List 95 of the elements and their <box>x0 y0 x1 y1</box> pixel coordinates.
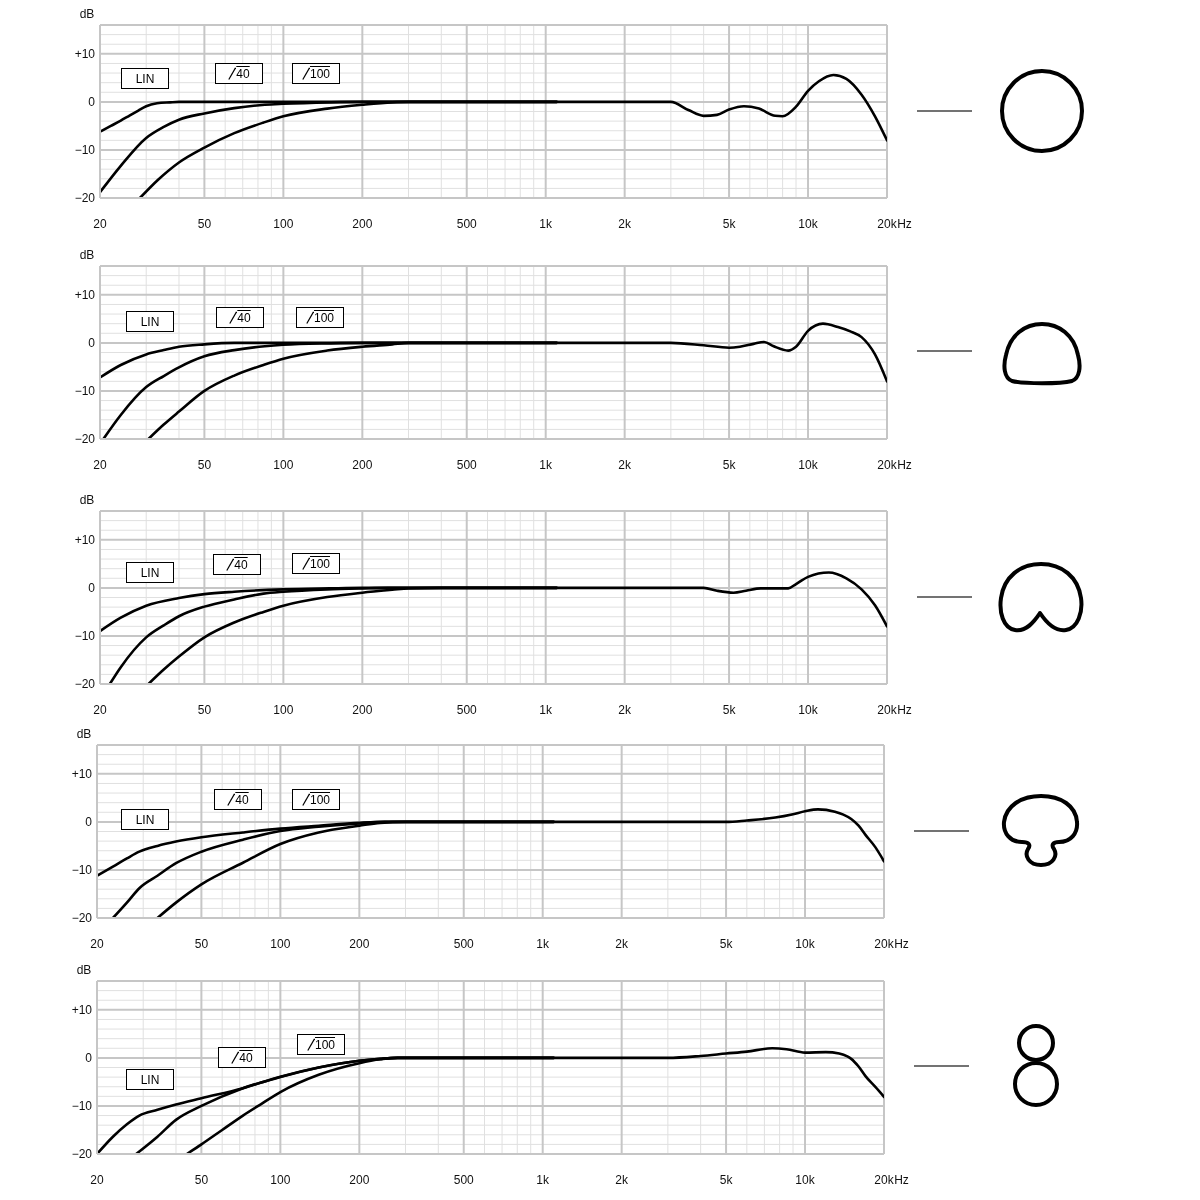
y-tick-label: −20 <box>71 1147 93 1162</box>
x-tick-label: 50 <box>197 457 212 472</box>
y-axis-title: dB <box>76 963 92 977</box>
y-axis-title: dB <box>79 493 95 507</box>
x-tick-label: 20 <box>93 457 107 472</box>
legend-label: 100 <box>309 556 331 571</box>
x-tick-label: 1k <box>539 216 554 231</box>
y-tick-label: 0 <box>88 336 96 351</box>
legend-label: 40 <box>235 792 249 807</box>
x-tick-label: 200 <box>352 702 373 717</box>
y-tick-label: −10 <box>74 629 96 644</box>
x-tick-label: 50 <box>194 936 209 951</box>
x-tick-label: 1k <box>539 457 554 472</box>
y-tick-label: +10 <box>74 533 96 548</box>
y-tick-label: +10 <box>74 47 96 62</box>
series-label: LIN <box>135 812 155 827</box>
y-tick-label: −20 <box>71 911 93 926</box>
y-tick-label: 0 <box>88 581 96 596</box>
x-tick-label: 20 <box>90 936 104 951</box>
series-label: LIN <box>140 314 160 329</box>
x-axis-title: Hz <box>897 216 912 231</box>
y-tick-label: 0 <box>85 815 93 830</box>
y-tick-label: −20 <box>74 191 96 206</box>
x-tick-label: 50 <box>194 1172 209 1187</box>
y-tick-label: −10 <box>74 143 96 158</box>
x-tick-label: 20 <box>93 702 107 717</box>
legend-label: 100 <box>314 1037 336 1052</box>
x-tick-label: 10k <box>795 936 816 951</box>
x-tick-label: 5k <box>722 457 737 472</box>
x-axis-title: Hz <box>897 457 912 472</box>
x-tick-label: 5k <box>719 936 734 951</box>
x-tick-label: 500 <box>453 1172 475 1187</box>
x-tick-label: 10k <box>798 216 819 231</box>
x-tick-label: 100 <box>273 216 294 231</box>
x-tick-label: 10k <box>798 457 819 472</box>
legend-label: 40 <box>234 557 248 572</box>
x-tick-label: 100 <box>270 1172 291 1187</box>
x-tick-label: 20k <box>877 457 898 472</box>
y-tick-label: 0 <box>85 1051 93 1066</box>
x-tick-label: 50 <box>197 702 212 717</box>
legend-label: 40 <box>237 310 251 325</box>
x-tick-label: 500 <box>456 457 478 472</box>
legend-label: 100 <box>309 792 331 807</box>
x-tick-label: 500 <box>456 702 478 717</box>
y-tick-label: −10 <box>74 384 96 399</box>
y-axis-title: dB <box>79 7 95 21</box>
series-label: LIN <box>140 565 160 580</box>
x-tick-label: 200 <box>349 936 370 951</box>
series-label: LIN <box>135 71 155 86</box>
y-tick-label: +10 <box>71 767 93 782</box>
x-tick-label: 200 <box>352 457 373 472</box>
x-tick-label: 20k <box>877 216 898 231</box>
x-tick-label: 20k <box>874 936 895 951</box>
y-tick-label: +10 <box>74 288 96 303</box>
x-tick-label: 10k <box>795 1172 816 1187</box>
y-tick-label: −20 <box>74 677 96 692</box>
y-tick-label: −10 <box>71 863 93 878</box>
x-tick-label: 100 <box>273 457 294 472</box>
x-tick-label: 500 <box>453 936 475 951</box>
x-tick-label: 1k <box>536 936 551 951</box>
x-axis-title: Hz <box>894 1172 909 1187</box>
x-tick-label: 2k <box>615 1172 629 1187</box>
x-tick-label: 20 <box>90 1172 104 1187</box>
y-tick-label: +10 <box>71 1003 93 1018</box>
y-axis-title: dB <box>76 727 92 741</box>
y-tick-label: 0 <box>88 95 96 110</box>
x-tick-label: 2k <box>618 216 632 231</box>
x-axis-title: Hz <box>894 936 909 951</box>
x-tick-label: 100 <box>273 702 294 717</box>
x-tick-label: 100 <box>270 936 291 951</box>
x-tick-label: 200 <box>352 216 373 231</box>
legend-label: 100 <box>309 66 331 81</box>
x-tick-label: 1k <box>539 702 554 717</box>
x-tick-label: 500 <box>456 216 478 231</box>
legend-label: 40 <box>239 1050 253 1065</box>
x-tick-label: 1k <box>536 1172 551 1187</box>
x-tick-label: 5k <box>722 216 737 231</box>
y-tick-label: −20 <box>74 432 96 447</box>
x-tick-label: 2k <box>618 702 632 717</box>
x-tick-label: 2k <box>618 457 632 472</box>
x-tick-label: 10k <box>798 702 819 717</box>
x-tick-label: 5k <box>722 702 737 717</box>
y-axis-title: dB <box>79 248 95 262</box>
legend-label: 100 <box>313 310 335 325</box>
x-tick-label: 50 <box>197 216 212 231</box>
legend-label: 40 <box>236 66 250 81</box>
x-tick-label: 20k <box>874 1172 895 1187</box>
x-axis-title: Hz <box>897 702 912 717</box>
y-tick-label: −10 <box>71 1099 93 1114</box>
x-tick-label: 20k <box>877 702 898 717</box>
x-tick-label: 20 <box>93 216 107 231</box>
x-tick-label: 2k <box>615 936 629 951</box>
x-tick-label: 5k <box>719 1172 734 1187</box>
series-label: LIN <box>140 1072 160 1087</box>
x-tick-label: 200 <box>349 1172 370 1187</box>
